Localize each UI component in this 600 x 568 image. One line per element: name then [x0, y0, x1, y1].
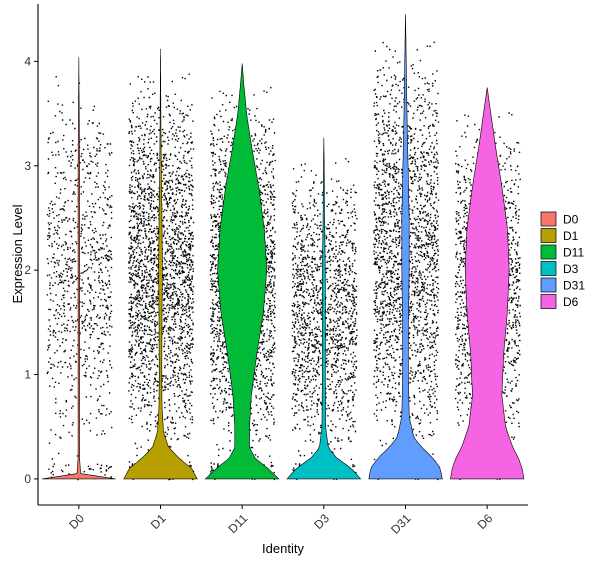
violin-d3 — [286, 137, 362, 480]
y-tick-label: 3 — [24, 159, 31, 173]
axes-layer — [37, 4, 528, 506]
x-tick-label-d1: D1 — [148, 511, 169, 532]
violin-d1 — [123, 48, 198, 480]
violins-layer — [42, 14, 525, 480]
x-tick-label-d3: D3 — [311, 511, 332, 532]
legend-swatch-d31 — [540, 277, 557, 293]
y-tick-label: 4 — [24, 54, 31, 68]
legend-swatch-d1 — [540, 228, 557, 243]
jitter-points — [46, 41, 521, 481]
y-axis-title: Expression Level — [10, 204, 25, 303]
violin-d11 — [204, 63, 280, 480]
legend-swatch-d6 — [540, 294, 557, 309]
x-tick-label-d6: D6 — [475, 511, 496, 532]
legend-label-d0: D0 — [563, 213, 579, 227]
y-tick-label: 2 — [24, 263, 31, 277]
y-tick-label: 0 — [24, 472, 31, 486]
y-tick-label: 1 — [24, 368, 31, 382]
y-ticks-layer: 0 1 2 3 4 — [24, 54, 38, 486]
x-axis-title: Identity — [262, 541, 304, 556]
violin-d31 — [368, 14, 443, 480]
violin-d0 — [42, 57, 116, 480]
x-tick-label-d31: D31 — [388, 511, 414, 537]
legend-label-d11: D11 — [563, 246, 584, 260]
legend-swatch-d0 — [540, 211, 557, 227]
legend-label-d31: D31 — [563, 279, 585, 293]
legend-label-d3: D3 — [563, 262, 579, 276]
legend-label-d6: D6 — [563, 295, 579, 309]
violin-d6 — [450, 87, 525, 480]
legend-swatch-d3 — [540, 261, 557, 276]
legend-label-d1: D1 — [563, 229, 579, 243]
x-tick-label-d0: D0 — [66, 511, 87, 532]
x-tick-label-d11: D11 — [225, 511, 250, 536]
x-ticks-layer: D0 D1 D11 D3 D31 D6 — [66, 505, 496, 537]
jitter-points-layer — [46, 41, 521, 481]
legend: D0 D1 D11 D3 D31 D6 — [540, 211, 585, 309]
legend-swatch-d11 — [540, 244, 557, 260]
